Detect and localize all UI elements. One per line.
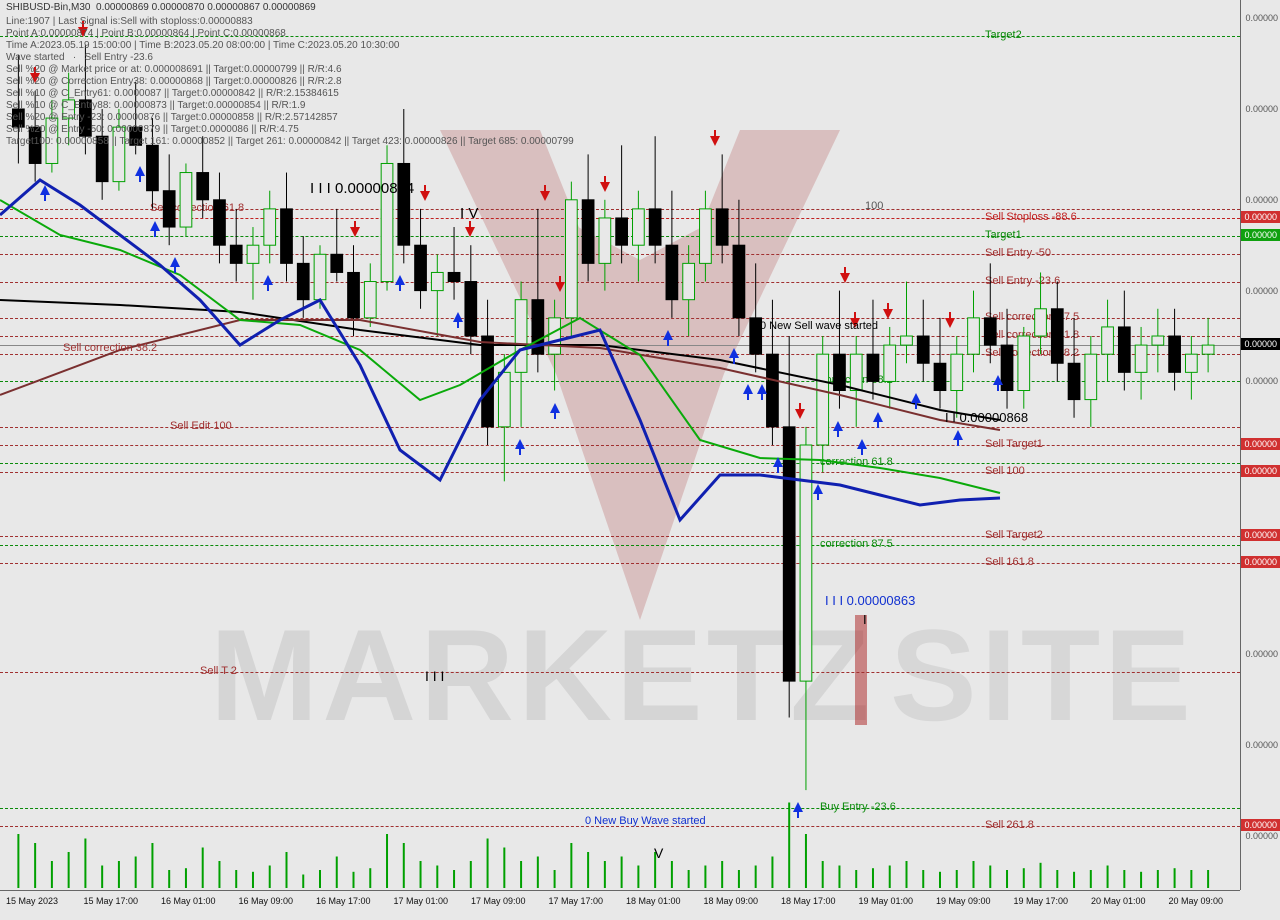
ytick: 0.00000 — [1245, 376, 1278, 386]
xtick: 15 May 2023 — [6, 896, 58, 906]
xtick: 18 May 17:00 — [781, 896, 836, 906]
ytick: 0.00000 — [1245, 740, 1278, 750]
chart-area[interactable]: MARKETZ SITE Target2Sell correction 61.8… — [0, 0, 1240, 890]
chart-annotation: 0 New Buy Wave started — [585, 815, 706, 827]
chart-annotation: Sell correction 38.2 — [63, 342, 157, 354]
xtick: 18 May 09:00 — [704, 896, 759, 906]
ytick: 0.00000 — [1245, 286, 1278, 296]
price-level-box: 0.00000 — [1241, 438, 1280, 450]
ytick: 0.00000 — [1245, 649, 1278, 659]
x-axis: 15 May 2023 15 May 17:00 16 May 01:00 16 Ma… — [0, 890, 1240, 920]
xtick: 16 May 17:00 — [316, 896, 371, 906]
xtick: 15 May 17:00 — [84, 896, 139, 906]
price-level-box: 0.00000 — [1241, 819, 1280, 831]
xtick: 17 May 17:00 — [549, 896, 604, 906]
chart-annotation: I I I — [425, 668, 444, 684]
y-axis: 0.000000.000000.000000.000000.000000.000… — [1240, 0, 1280, 890]
chart-annotation: 100 — [865, 200, 883, 212]
chart-annotation: I I I 0.00000884 — [310, 180, 414, 197]
price-level-box: 0.00000 — [1241, 229, 1280, 241]
chart-annotation: I — [863, 612, 867, 627]
chart-annotation: 0 New Sell wave started — [760, 320, 878, 332]
price-level-box: 0.00000 — [1241, 556, 1280, 568]
ytick: 0.00000 — [1245, 831, 1278, 841]
ytick: 0.00000 — [1245, 13, 1278, 23]
price-level-box: 0.00000 — [1241, 529, 1280, 541]
xtick: 20 May 01:00 — [1091, 896, 1146, 906]
xtick: 17 May 01:00 — [394, 896, 449, 906]
xtick: 16 May 01:00 — [161, 896, 216, 906]
xtick: 19 May 09:00 — [936, 896, 991, 906]
xtick: 20 May 09:00 — [1169, 896, 1224, 906]
xtick: 18 May 01:00 — [626, 896, 681, 906]
xtick: 16 May 09:00 — [239, 896, 294, 906]
chart-annotation: I V — [460, 205, 478, 222]
chart-annotation: I I I 0.00000863 — [825, 593, 915, 608]
xtick: 17 May 09:00 — [471, 896, 526, 906]
xtick: 19 May 17:00 — [1014, 896, 1069, 906]
ytick: 0.00000 — [1245, 195, 1278, 205]
chart-annotation: I I 0.00000868 — [945, 410, 1028, 425]
price-now-label: 0.00000 — [1241, 338, 1280, 350]
price-level-box: 0.00000 — [1241, 465, 1280, 477]
price-level-box: 0.00000 — [1241, 211, 1280, 223]
xtick: 19 May 01:00 — [859, 896, 914, 906]
ytick: 0.00000 — [1245, 104, 1278, 114]
chart-annotation: V — [654, 845, 663, 861]
annotations-layer: I I I 0.00000884 I V I I I V 100 0 New Sell w… — [0, 0, 1240, 890]
